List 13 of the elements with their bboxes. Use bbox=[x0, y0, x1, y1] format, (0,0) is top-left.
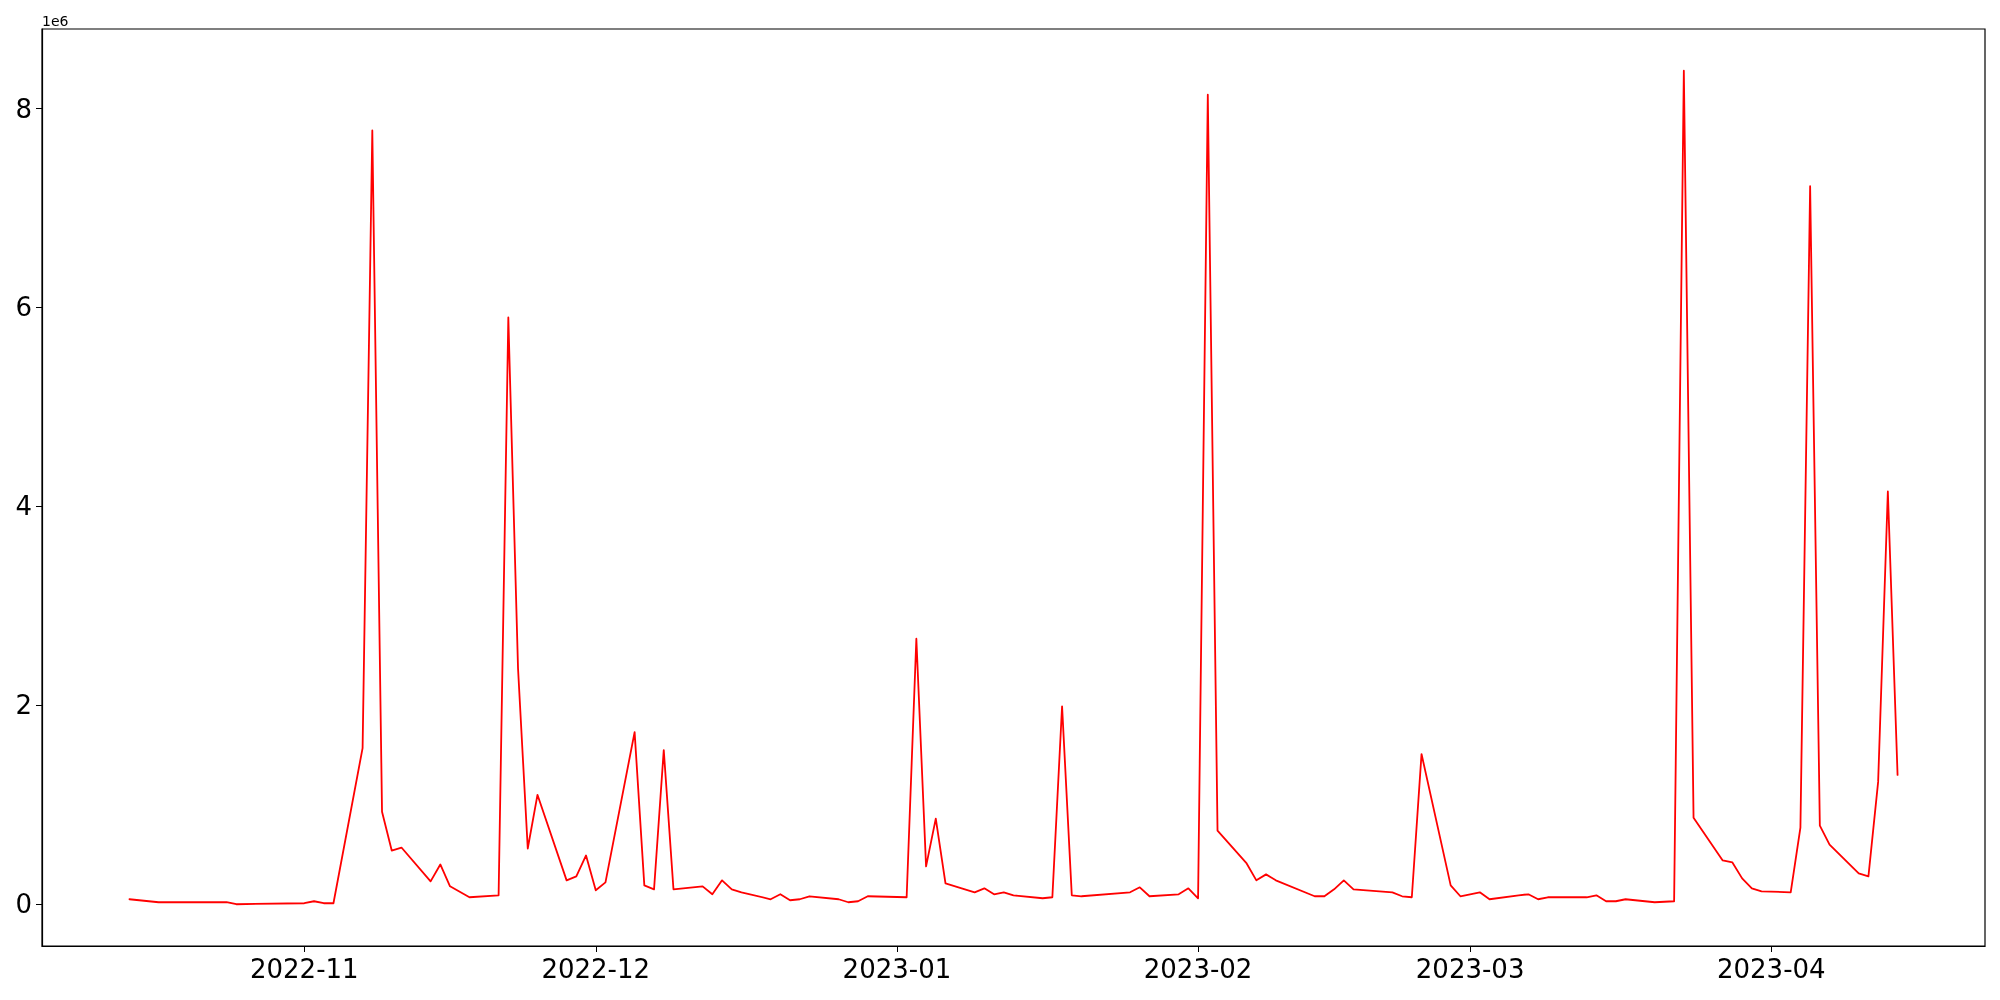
x-tick-label: 2023-01 bbox=[842, 954, 952, 984]
y-tick-label: 0 bbox=[15, 889, 32, 920]
x-tick-label: 2022-11 bbox=[249, 954, 359, 984]
x-tick-label: 2023-02 bbox=[1143, 954, 1253, 984]
line-series bbox=[128, 69, 1899, 906]
annotation: 1e6 bbox=[42, 13, 69, 29]
y-tick-label: 8 bbox=[15, 93, 32, 124]
x-tick-label: 2023-04 bbox=[1716, 954, 1826, 984]
x-tick-label: 2023-03 bbox=[1415, 954, 1525, 984]
y-tick-label: 6 bbox=[15, 292, 32, 323]
x-tick-label: 2022-12 bbox=[541, 954, 651, 984]
y-tick-label: 4 bbox=[15, 491, 32, 522]
y-tick-label: 2 bbox=[15, 690, 32, 721]
